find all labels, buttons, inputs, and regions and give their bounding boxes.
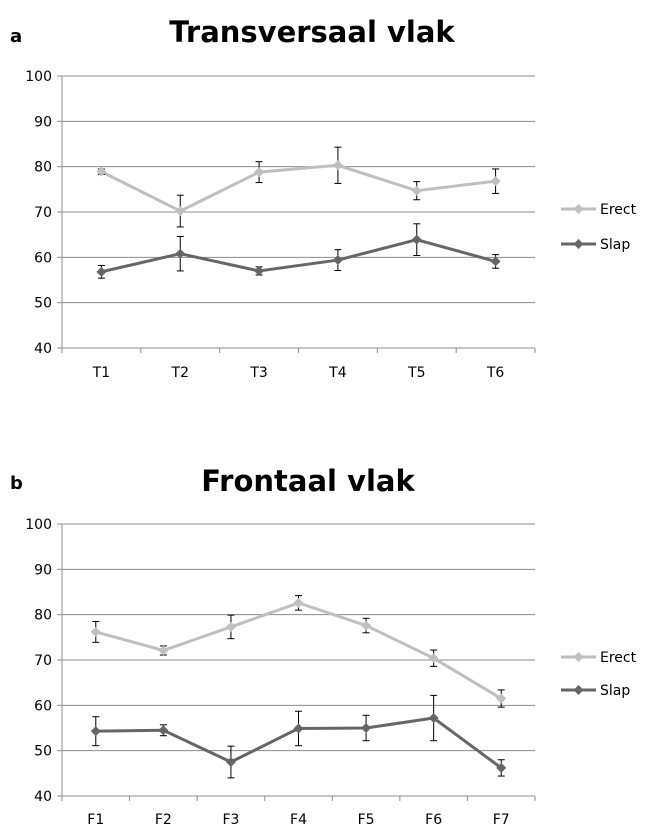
data-point-erect bbox=[225, 621, 236, 632]
x-tick-label: T1 bbox=[92, 365, 110, 381]
data-point-slap bbox=[254, 265, 265, 276]
data-point-slap bbox=[225, 757, 236, 767]
x-tick-label: T6 bbox=[486, 365, 505, 381]
legend-label: Erect bbox=[600, 202, 637, 218]
data-point-slap bbox=[96, 266, 107, 277]
legend-label: Slap bbox=[600, 683, 630, 699]
y-tick-label: 70 bbox=[34, 653, 52, 669]
y-tick-label: 80 bbox=[34, 160, 52, 176]
x-tick-label: F1 bbox=[87, 812, 104, 828]
y-tick-label: 40 bbox=[34, 341, 52, 357]
data-point-erect bbox=[490, 176, 501, 187]
legend-label: Slap bbox=[600, 237, 630, 253]
data-point-erect bbox=[158, 645, 169, 656]
legend-label: Erect bbox=[600, 650, 637, 666]
legend-swatch-marker bbox=[573, 204, 584, 214]
x-tick-label: T4 bbox=[328, 365, 347, 381]
x-tick-label: T5 bbox=[407, 365, 425, 381]
panel-letter: b bbox=[10, 473, 23, 494]
series-line-erect bbox=[100, 163, 496, 213]
data-point-slap bbox=[158, 725, 169, 736]
y-tick-label: 90 bbox=[34, 114, 52, 130]
x-tick-label: T3 bbox=[249, 365, 267, 381]
data-point-slap bbox=[411, 234, 422, 245]
data-point-slap bbox=[428, 713, 439, 724]
data-point-slap bbox=[490, 256, 501, 267]
chart-title: Transversaal vlak bbox=[169, 15, 455, 49]
y-tick-label: 60 bbox=[34, 250, 52, 266]
x-tick-label: F6 bbox=[425, 812, 442, 828]
data-point-slap bbox=[496, 762, 507, 773]
y-tick-label: 90 bbox=[34, 562, 52, 578]
legend-swatch-marker bbox=[573, 685, 584, 695]
data-point-erect bbox=[293, 597, 304, 608]
y-tick-label: 50 bbox=[34, 744, 52, 760]
x-tick-label: F2 bbox=[155, 812, 172, 828]
data-point-erect bbox=[332, 160, 343, 171]
data-point-erect bbox=[361, 620, 372, 631]
x-tick-label: F7 bbox=[493, 812, 510, 828]
y-tick-label: 70 bbox=[34, 205, 52, 221]
y-tick-label: 50 bbox=[34, 296, 52, 312]
data-point-erect bbox=[175, 206, 186, 217]
data-point-slap bbox=[175, 248, 186, 259]
data-point-erect bbox=[96, 166, 107, 177]
y-tick-label: 60 bbox=[34, 698, 52, 714]
chart-title: Frontaal vlak bbox=[201, 464, 415, 498]
data-point-erect bbox=[428, 653, 439, 664]
x-tick-label: F3 bbox=[222, 812, 239, 828]
data-point-erect bbox=[496, 693, 507, 704]
x-tick-label: F4 bbox=[290, 812, 307, 828]
data-point-erect bbox=[254, 167, 265, 178]
panel-letter: a bbox=[10, 26, 22, 47]
series-line-erect bbox=[95, 601, 502, 700]
data-point-slap bbox=[332, 255, 343, 266]
data-point-slap bbox=[361, 723, 372, 733]
x-tick-label: F5 bbox=[358, 812, 375, 828]
data-point-erect bbox=[90, 626, 101, 637]
legend-swatch-marker bbox=[573, 239, 584, 249]
y-tick-label: 100 bbox=[25, 69, 52, 85]
legend-swatch-marker bbox=[573, 652, 584, 662]
y-tick-label: 40 bbox=[34, 789, 52, 805]
chart-transversaal: a Transversaal vlak 40 50 60 70 80 90 100 T1 T2 T3 T… bbox=[10, 15, 637, 381]
data-point-erect bbox=[411, 185, 422, 196]
data-point-slap bbox=[90, 726, 101, 737]
chart-frontaal: b Frontaal vlak 40 50 60 70 80 90 100 F1 F2 F3 F4 F5 F… bbox=[10, 464, 637, 828]
y-tick-label: 100 bbox=[25, 517, 52, 533]
data-point-slap bbox=[293, 723, 304, 734]
y-tick-label: 80 bbox=[34, 608, 52, 624]
series-line-slap bbox=[101, 238, 496, 274]
x-tick-label: T2 bbox=[171, 365, 189, 381]
